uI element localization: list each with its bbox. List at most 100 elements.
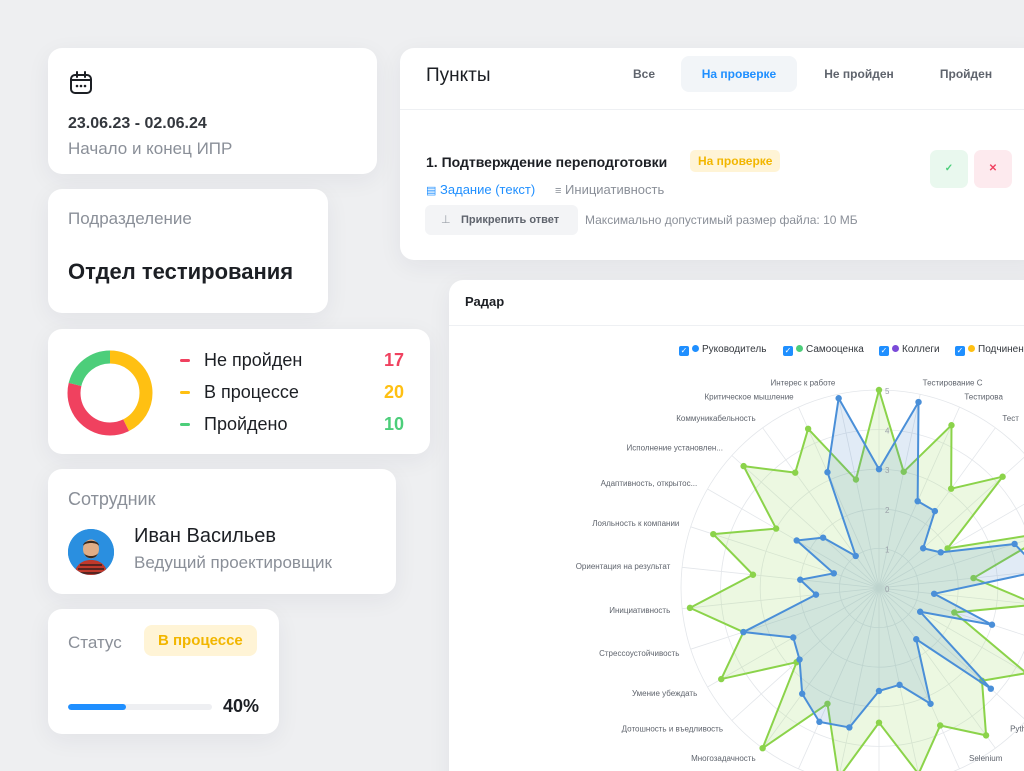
radar-spoke	[839, 587, 880, 771]
legend-self[interactable]: ✓ Самооценка	[783, 344, 864, 356]
radar-manager-point	[846, 724, 853, 731]
radar-self-point	[792, 469, 799, 476]
radar-scale-label: 0	[885, 585, 890, 594]
radar-spoke	[878, 587, 1024, 604]
reject-button[interactable]: ✕	[974, 150, 1012, 188]
radar-manager-point	[796, 656, 803, 663]
stats-donut-chart	[67, 350, 153, 436]
stat-value-failed: 17	[383, 350, 404, 370]
status-badge: В процессе	[144, 625, 257, 656]
status-progress-bar	[68, 704, 212, 710]
radar-spoke	[762, 427, 880, 589]
radar-axis-label: Лояльность к компании	[592, 519, 679, 528]
legend-colleagues[interactable]: ✓ Коллеги	[879, 344, 940, 356]
radar-manager-point	[913, 636, 920, 643]
legend-manager[interactable]: ✓ Руководитель	[679, 344, 766, 356]
legend-dot	[692, 345, 699, 352]
upload-icon: ⊥	[441, 214, 451, 226]
donut-segment	[67, 350, 153, 436]
legend-subordinates[interactable]: ✓ Подчиненные	[955, 344, 1024, 356]
stat-value-in-progress: 20	[383, 382, 404, 402]
radar-self-point	[804, 425, 812, 433]
radar-spoke	[690, 526, 880, 589]
radar-self-point	[852, 476, 860, 483]
radar-spoke	[878, 540, 1024, 589]
stat-row-passed: Пройдено 10	[178, 413, 408, 437]
radar-manager-point	[915, 398, 922, 406]
radar-spoke	[682, 566, 880, 589]
radar-manager-point	[987, 685, 995, 692]
radar-scale-label: 4	[885, 427, 890, 436]
tab-on-review[interactable]: На проверке	[681, 56, 797, 92]
radar-spoke	[878, 587, 996, 749]
status-progress-fill	[68, 704, 126, 710]
department-card: Подразделение Отдел тестирования	[48, 189, 328, 313]
item-task-link[interactable]: ▤ Задание (текст)	[426, 182, 535, 197]
list-icon: ≡	[555, 185, 562, 197]
stat-label-failed: Не пройден	[204, 350, 303, 370]
radar-axis-label: Инициативность	[609, 606, 670, 615]
legend-label: Руководитель	[702, 344, 767, 355]
items-panel: Пункты Все На проверке Не пройден Пройде…	[400, 48, 1024, 260]
department-label: Подразделение	[68, 209, 192, 228]
clipboard-icon: ▤	[426, 185, 437, 197]
checkbox-icon: ✓	[783, 346, 793, 356]
item-task-label: Задание (текст)	[440, 182, 536, 197]
radar-manager-point	[812, 591, 820, 598]
employee-role: Ведущий проектировщик	[134, 553, 332, 572]
radar-axis-label: Многозадачность	[691, 754, 756, 763]
item-title[interactable]: 1. Подтверждение переподготовки	[426, 154, 668, 170]
status-label: Статус	[68, 633, 122, 652]
radar-self-point	[947, 485, 955, 492]
radar-spoke	[837, 394, 880, 589]
radar-chart: 0 1 2 3 4 5 Интерес к работе Критическое мышлен…	[576, 379, 1024, 771]
radar-axis-label: Selenium	[969, 754, 1003, 763]
tab-passed[interactable]: Пройден	[939, 67, 993, 81]
stat-value-passed: 10	[383, 414, 404, 434]
radar-self-point	[686, 604, 694, 612]
radar-manager-point	[875, 687, 883, 695]
radar-manager-point	[740, 628, 747, 636]
radar-scale-label: 2	[885, 506, 890, 515]
radar-manager-point	[816, 718, 823, 726]
stat-row-failed: Не пройден 17	[178, 349, 408, 373]
checkbox-icon: ✓	[879, 346, 889, 356]
calendar-icon	[70, 71, 92, 94]
radar-manager-point	[875, 466, 883, 473]
radar-spoke	[798, 587, 880, 770]
legend-label: Самооценка	[806, 344, 864, 355]
radar-self-point	[951, 609, 958, 616]
radar-self-point	[937, 722, 944, 729]
radar-self-point	[970, 574, 977, 582]
radar-self-point	[999, 473, 1006, 480]
employee-name: Иван Васильев	[134, 525, 276, 547]
legend-dot	[968, 345, 975, 352]
close-icon: ✕	[988, 163, 998, 174]
radar-self-point	[759, 744, 766, 752]
radar-self-point	[718, 675, 725, 683]
department-value: Отдел тестирования	[68, 259, 294, 284]
checkbox-icon: ✓	[955, 346, 965, 356]
radar-spoke	[731, 455, 880, 589]
radar-manager-point	[919, 545, 927, 552]
file-size-limit: Максимально допустимый размер файла: 10 …	[585, 213, 858, 227]
tab-failed[interactable]: Не пройден	[824, 67, 894, 81]
radar-self-point	[824, 700, 831, 707]
status-card: Статус В процессе 40%	[48, 609, 279, 734]
radar-spoke	[878, 572, 1024, 589]
radar-spoke	[878, 394, 921, 589]
radar-axis-label: Интерес к работе	[771, 379, 836, 388]
avatar[interactable]	[68, 529, 114, 575]
legend-label: Коллеги	[902, 344, 940, 355]
checkbox-icon: ✓	[679, 346, 689, 356]
approve-button[interactable]: ✓	[930, 150, 968, 188]
attach-answer-button[interactable]: ⊥ Прикрепить ответ	[425, 205, 578, 235]
radar-manager-point	[852, 552, 859, 560]
radar-scale-label: 1	[885, 545, 890, 554]
radar-manager-point	[927, 700, 934, 707]
radar-axis-label: Тестирование С	[923, 379, 983, 388]
radar-manager-point	[798, 690, 806, 697]
radar-spoke	[731, 587, 880, 721]
radar-manager-point	[790, 634, 797, 641]
tab-all[interactable]: Все	[632, 67, 655, 81]
